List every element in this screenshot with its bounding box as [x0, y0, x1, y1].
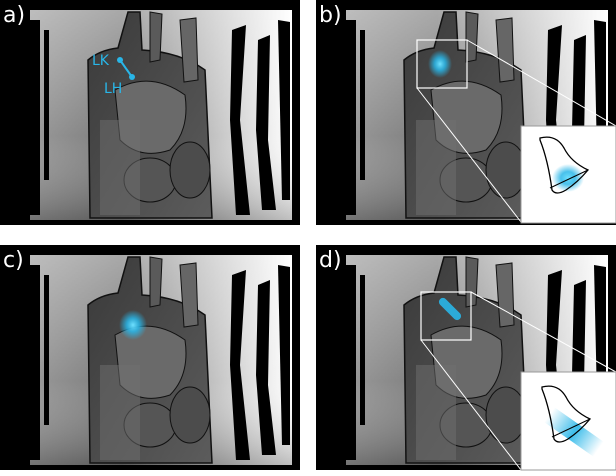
panel-d: d) [315, 244, 616, 471]
panel-a: LK LH a) [0, 0, 301, 226]
panel-label: b) [319, 3, 342, 28]
annotation: LH [104, 81, 122, 97]
panel-label: c) [3, 248, 24, 273]
zoom-box [416, 39, 468, 89]
joint [117, 57, 123, 63]
joint [129, 74, 135, 80]
panel-c: c) [0, 244, 301, 471]
heatmap [438, 297, 462, 321]
panel-label: a) [3, 3, 25, 28]
panel-label: d) [319, 248, 342, 273]
annotation: LK [92, 53, 110, 69]
limb [119, 59, 133, 78]
heatmap [119, 310, 147, 340]
zoom-box [420, 291, 472, 341]
panel-b: b) [315, 0, 616, 226]
heatmap [428, 50, 452, 78]
